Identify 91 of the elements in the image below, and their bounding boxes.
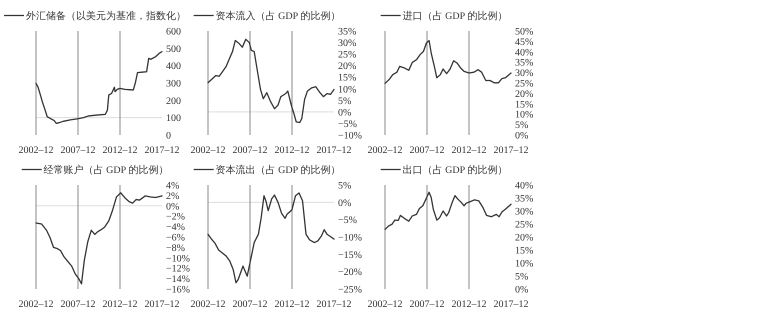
x-tick-label: 2012–12	[102, 145, 138, 156]
y-tick-label: 10%	[515, 258, 534, 270]
x-tick-label: 2012–12	[274, 299, 310, 310]
x-tick-label: 2007–12	[410, 299, 444, 310]
y-tick-label: 5%	[338, 96, 352, 107]
y-tick-label: −25%	[338, 284, 362, 296]
y-tick-label: −5%	[338, 215, 357, 226]
y-tick-label: −10%	[338, 130, 362, 142]
x-tick-label: 2017–12	[144, 145, 180, 156]
y-tick-label: −6%	[166, 232, 185, 244]
y-tick-label: 10%	[338, 84, 356, 96]
y-tick-label: −10%	[166, 253, 190, 264]
y-tick-label: 10%	[515, 110, 534, 121]
y-tick-label: 40%	[515, 47, 534, 58]
y-tick-label: −16%	[166, 284, 190, 296]
y-tick-label: −10%	[338, 232, 362, 244]
y-tick-label: 30%	[515, 206, 534, 218]
x-tick-label: 2002–12	[368, 145, 402, 156]
y-tick-label: 400	[166, 61, 181, 72]
x-tick-label: 2017–12	[494, 145, 528, 156]
line-series	[207, 192, 335, 284]
y-tick-label: 15%	[515, 99, 534, 110]
y-tick-label: 25%	[515, 220, 534, 230]
x-tick-label: 2002–12	[190, 299, 226, 310]
y-tick-label: 0%	[338, 107, 352, 118]
legend-label: 经常账户（占 GDP 的比例）	[44, 164, 168, 176]
y-tick-label: 5%	[515, 272, 528, 282]
y-tick-label: 0%	[166, 201, 180, 212]
x-tick-label: 2007–12	[60, 145, 96, 156]
y-tick-label: 300	[166, 78, 181, 90]
legend-label: 资本流出（占 GDP 的比例）	[216, 164, 340, 176]
x-tick-label: 2007–12	[60, 299, 96, 310]
y-tick-label: 35%	[515, 58, 534, 69]
y-tick-label: 20%	[515, 88, 534, 100]
y-tick-label: 30%	[515, 68, 534, 80]
legend-label: 进口（占 GDP 的比例）	[402, 10, 508, 22]
y-tick-label: −12%	[166, 264, 190, 275]
x-tick-label: 2012–12	[102, 299, 138, 310]
y-tick-label: 4%	[166, 180, 180, 192]
line-series	[35, 192, 163, 284]
y-tick-label: 25%	[515, 78, 534, 90]
x-tick-label: 2012–12	[452, 299, 486, 310]
x-tick-label: 2002–12	[18, 145, 54, 156]
y-tick-label: 15%	[338, 72, 356, 84]
y-tick-label: −2%	[166, 212, 185, 223]
y-tick-label: −14%	[166, 274, 190, 286]
y-tick-label: 5%	[515, 120, 528, 132]
y-tick-label: 35%	[515, 194, 534, 204]
y-tick-label: 20%	[338, 61, 356, 72]
x-tick-label: 2017–12	[144, 299, 180, 310]
y-tick-label: 5%	[338, 180, 352, 192]
y-tick-label: 35%	[338, 26, 356, 38]
line-series	[35, 50, 163, 124]
y-tick-label: 45%	[515, 36, 534, 48]
x-tick-label: 2002–12	[368, 299, 402, 310]
y-tick-label: 20%	[515, 232, 534, 244]
y-tick-label: 600	[166, 26, 181, 38]
y-tick-label: 40%	[515, 180, 534, 192]
y-tick-label: 50%	[515, 26, 534, 38]
legend-label: 出口（占 GDP 的比例）	[402, 164, 508, 176]
y-tick-label: −5%	[338, 118, 357, 130]
x-tick-label: 2007–12	[232, 299, 268, 310]
y-tick-label: 500	[166, 44, 181, 55]
x-tick-label: 2007–12	[410, 145, 444, 156]
y-tick-label: 0%	[338, 198, 352, 209]
line-series	[384, 192, 512, 230]
y-tick-label: 200	[166, 96, 181, 107]
x-tick-label: 2002–12	[18, 299, 54, 310]
y-tick-label: 25%	[338, 50, 356, 61]
line-series	[384, 40, 512, 84]
y-tick-label: 100	[166, 113, 181, 124]
y-tick-label: 2%	[166, 190, 180, 202]
x-tick-label: 2012–12	[274, 145, 310, 156]
x-tick-label: 2002–12	[190, 145, 226, 156]
y-tick-label: 15%	[515, 246, 534, 256]
y-tick-label: 0%	[515, 284, 528, 296]
y-tick-label: −4%	[166, 222, 185, 234]
x-tick-label: 2017–12	[316, 145, 352, 156]
x-tick-label: 2017–12	[316, 299, 352, 310]
x-tick-label: 2017–12	[494, 299, 528, 310]
legend-label: 资本流入（占 GDP 的比例）	[216, 10, 340, 22]
y-tick-label: −15%	[338, 250, 362, 261]
y-tick-label: −8%	[166, 242, 185, 254]
y-tick-label: 30%	[338, 38, 356, 50]
y-tick-label: 0	[166, 130, 171, 142]
y-tick-label: −20%	[338, 267, 362, 278]
line-series	[207, 38, 335, 124]
x-tick-label: 2007–12	[232, 145, 268, 156]
x-tick-label: 2012–12	[452, 145, 486, 156]
legend-label: 外汇储备（以美元为基准，指数化）	[26, 10, 186, 22]
y-tick-label: 0%	[515, 130, 528, 142]
